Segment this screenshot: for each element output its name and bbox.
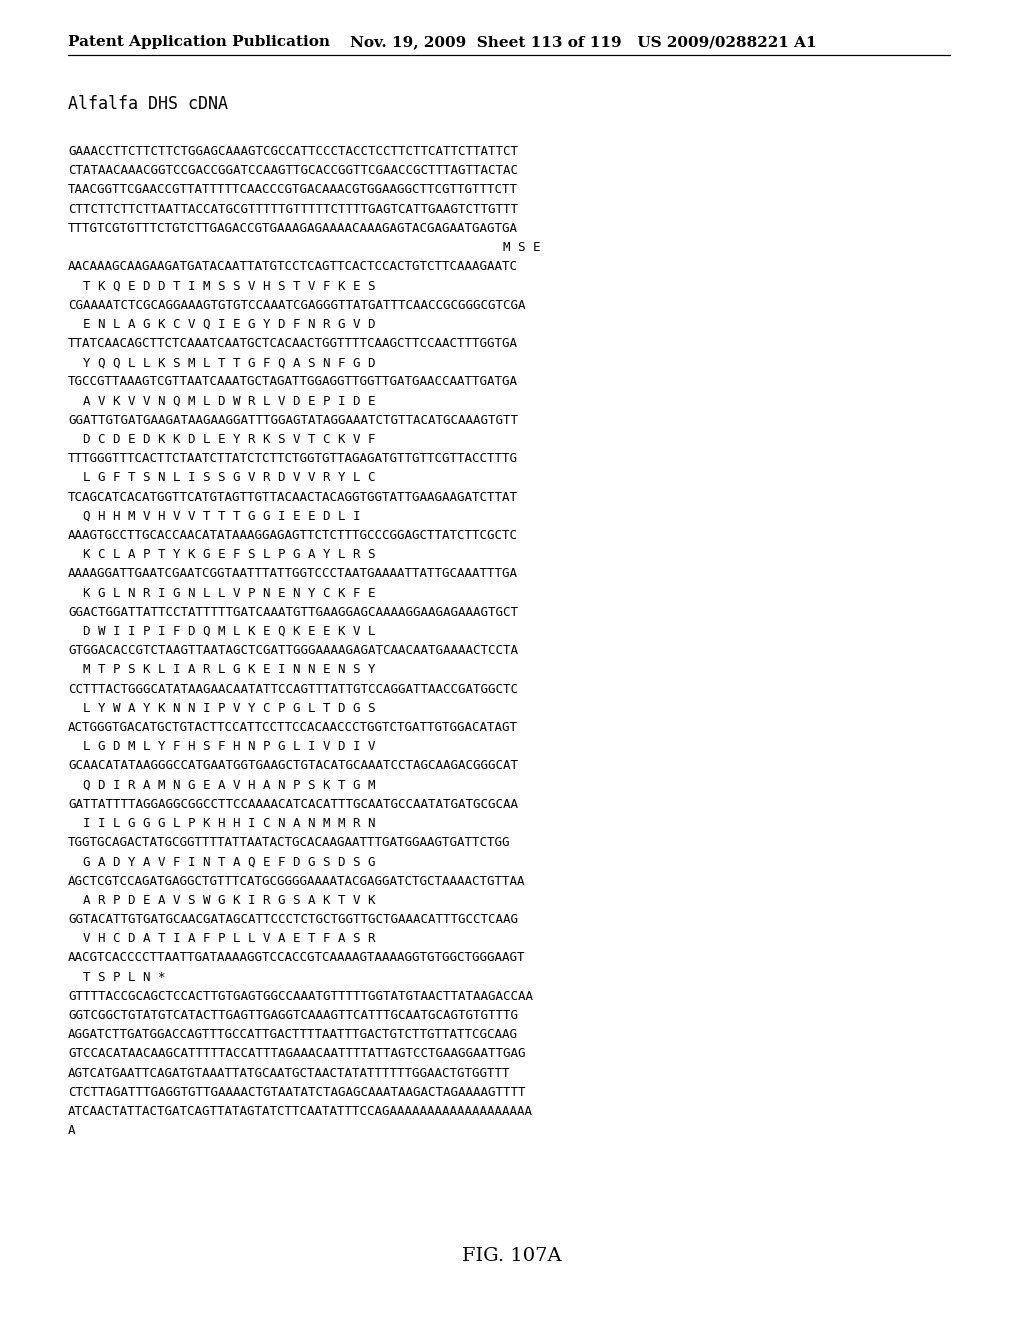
Text: L G D M L Y F H S F H N P G L I V D I V: L G D M L Y F H S F H N P G L I V D I V bbox=[68, 741, 376, 754]
Text: K C L A P T Y K G E F S L P G A Y L R S: K C L A P T Y K G E F S L P G A Y L R S bbox=[68, 548, 376, 561]
Text: AGTCATGAATTCAGATGTAAATTATGCAATGCTAACTATATTTTTTGGAACTGTGGTTT: AGTCATGAATTCAGATGTAAATTATGCAATGCTAACTATA… bbox=[68, 1067, 511, 1080]
Text: A R P D E A V S W G K I R G S A K T V K: A R P D E A V S W G K I R G S A K T V K bbox=[68, 894, 376, 907]
Text: D C D E D K K D L E Y R K S V T C K V F: D C D E D K K D L E Y R K S V T C K V F bbox=[68, 433, 376, 446]
Text: GATTATTTTAGGAGGCGGCCTTCCAAAACATCACATTTGCAATGCCAATATGATGCGCAA: GATTATTTTAGGAGGCGGCCTTCCAAAACATCACATTTGC… bbox=[68, 797, 518, 810]
Text: GTGGACACCGTCTAAGTTAATAGCTCGATTGGGAAAAGAGATCAACAATGAAAACTCCTA: GTGGACACCGTCTAAGTTAATAGCTCGATTGGGAAAAGAG… bbox=[68, 644, 518, 657]
Text: AAAAGGATTGAATCGAATCGGTAATTTATTGGTCCCTAATGAAAATTATTGCAAATTTGA: AAAAGGATTGAATCGAATCGGTAATTTATTGGTCCCTAAT… bbox=[68, 568, 518, 581]
Text: Patent Application Publication: Patent Application Publication bbox=[68, 36, 330, 49]
Text: GCAACATATAAGGGCCATGAATGGTGAAGCTGTACATGCAAATCCTAGCAAGACGGGCAT: GCAACATATAAGGGCCATGAATGGTGAAGCTGTACATGCA… bbox=[68, 759, 518, 772]
Text: G A D Y A V F I N T A Q E F D G S D S G: G A D Y A V F I N T A Q E F D G S D S G bbox=[68, 855, 376, 869]
Text: TGCCGTTAAAGTCGTTAATCAAATGCTAGATTGGAGGTTGGTTGATGAACCAATTGATGA: TGCCGTTAAAGTCGTTAATCAAATGCTAGATTGGAGGTTG… bbox=[68, 375, 518, 388]
Text: M S E: M S E bbox=[68, 242, 541, 253]
Text: TTATCAACAGCTTCTCAAATCAATGCTCACAACTGGTTTTCAAGCTTCCAACTTTGGTGA: TTATCAACAGCTTCTCAAATCAATGCTCACAACTGGTTTT… bbox=[68, 337, 518, 350]
Text: Nov. 19, 2009  Sheet 113 of 119   US 2009/0288221 A1: Nov. 19, 2009 Sheet 113 of 119 US 2009/0… bbox=[350, 36, 816, 49]
Text: GAAACCTTCTTCTTCTGGAGCAAAGTCGCCATTCCCTACCTCCTTCTTCATTCTTATTCT: GAAACCTTCTTCTTCTGGAGCAAAGTCGCCATTCCCTACC… bbox=[68, 145, 518, 158]
Text: ATCAACTATTACTGATCAGTTATAGTATCTTCAATATTTCCAGAAAAAAAAAAAAAAAAAAA: ATCAACTATTACTGATCAGTTATAGTATCTTCAATATTTC… bbox=[68, 1105, 534, 1118]
Text: V H C D A T I A F P L L V A E T F A S R: V H C D A T I A F P L L V A E T F A S R bbox=[68, 932, 376, 945]
Text: TCAGCATCACATGGTTCATGTAGTTGTTACAACTACAGGTGGTATTGAAGAAGATCTTAT: TCAGCATCACATGGTTCATGTAGTTGTTACAACTACAGGT… bbox=[68, 491, 518, 504]
Text: E N L A G K C V Q I E G Y D F N R G V D: E N L A G K C V Q I E G Y D F N R G V D bbox=[68, 318, 376, 331]
Text: GGACTGGATTATTCCTATTTTTGATCAAATGTTGAAGGAGCAAAAGGAAGAGAAAGTGCT: GGACTGGATTATTCCTATTTTTGATCAAATGTTGAAGGAG… bbox=[68, 606, 518, 619]
Text: TAACGGTTCGAACCGTTATTTTTCAACCCGTGACAAACGTGGAAGGCTTCGTTGTTTCTT: TAACGGTTCGAACCGTTATTTTTCAACCCGTGACAAACGT… bbox=[68, 183, 518, 197]
Text: I I L G G G L P K H H I C N A N M M R N: I I L G G G L P K H H I C N A N M M R N bbox=[68, 817, 376, 830]
Text: GGATTGTGATGAAGATAAGAAGGATTTGGAGTATAGGAAATCTGTTACATGCAAAGTGTT: GGATTGTGATGAAGATAAGAAGGATTTGGAGTATAGGAAA… bbox=[68, 413, 518, 426]
Text: CGAAAATCTCGCAGGAAAGTGTGTCCAAATCGAGGGTTATGATTTCAACCGCGGGCGTCGA: CGAAAATCTCGCAGGAAAGTGTGTCCAAATCGAGGGTTAT… bbox=[68, 298, 525, 312]
Text: FIG. 107A: FIG. 107A bbox=[462, 1247, 562, 1265]
Text: L Y W A Y K N N I P V Y C P G L T D G S: L Y W A Y K N N I P V Y C P G L T D G S bbox=[68, 702, 376, 715]
Text: CCTTTACTGGGCATATAAGAACAATATTCCAGTTTATTGTCCAGGATTAACCGATGGCTC: CCTTTACTGGGCATATAAGAACAATATTCCAGTTTATTGT… bbox=[68, 682, 518, 696]
Text: D W I I P I F D Q M L K E Q K E E K V L: D W I I P I F D Q M L K E Q K E E K V L bbox=[68, 624, 376, 638]
Text: GTTTTACCGCAGCTCCACTTGTGAGTGGCCAAATGTTTTTGGTATGTAACTTATAAGACCAA: GTTTTACCGCAGCTCCACTTGTGAGTGGCCAAATGTTTTT… bbox=[68, 990, 534, 1003]
Text: AAAGTGCCTTGCACCAACATATAAAGGAGAGTTCTCTTTGCCCGGAGCTTATCTTCGCTC: AAAGTGCCTTGCACCAACATATAAAGGAGAGTTCTCTTTG… bbox=[68, 529, 518, 543]
Text: TGGTGCAGACTATGCGGTTTTATTAATACTGCACAAGAATTTGATGGAAGTGATTCTGG: TGGTGCAGACTATGCGGTTTTATTAATACTGCACAAGAAT… bbox=[68, 836, 511, 849]
Text: AACAAAGCAAGAAGATGATACAATTATGTCCTCAGTTCACTCCACTGTCTTCAAAGAATC: AACAAAGCAAGAAGATGATACAATTATGTCCTCAGTTCAC… bbox=[68, 260, 518, 273]
Text: GTCCACATAACAAGCATTTTTACCATTTAGAAACAATTTTATTAGTCCTGAAGGAATTGAG: GTCCACATAACAAGCATTTTTACCATTTAGAAACAATTTT… bbox=[68, 1047, 525, 1060]
Text: AGCTCGTCCAGATGAGGCTGTTTCATGCGGGGAAAATACGAGGATCTGCTAAAACTGTTAA: AGCTCGTCCAGATGAGGCTGTTTCATGCGGGGAAAATACG… bbox=[68, 875, 525, 887]
Text: CTTCTTCTTCTTAATTACCATGCGTTTTTGTTTTTCTTTTGAGTCATTGAAGTCTTGTTT: CTTCTTCTTCTTAATTACCATGCGTTTTTGTTTTTCTTTT… bbox=[68, 202, 518, 215]
Text: TTTGGGTTTCACTTCTAATCTTATCTCTTCTGGTGTTAGAGATGTTGTTCGTTACCTTTG: TTTGGGTTTCACTTCTAATCTTATCTCTTCTGGTGTTAGA… bbox=[68, 453, 518, 465]
Text: Y Q Q L L K S M L T T G F Q A S N F G D: Y Q Q L L K S M L T T G F Q A S N F G D bbox=[68, 356, 376, 370]
Text: A: A bbox=[68, 1125, 76, 1138]
Text: CTATAACAAACGGTCCGACCGGATCCAAGTTGCACCGGTTCGAACCGCTTTAGTTACTAC: CTATAACAAACGGTCCGACCGGATCCAAGTTGCACCGGTT… bbox=[68, 164, 518, 177]
Text: CTCTTAGATTTGAGGTGTTGAAAACTGTAATATCTAGAGCAAATAAGACTAGAAAAGTTTT: CTCTTAGATTTGAGGTGTTGAAAACTGTAATATCTAGAGC… bbox=[68, 1086, 525, 1098]
Text: A V K V V N Q M L D W R L V D E P I D E: A V K V V N Q M L D W R L V D E P I D E bbox=[68, 395, 376, 408]
Text: L G F T S N L I S S G V R D V V R Y L C: L G F T S N L I S S G V R D V V R Y L C bbox=[68, 471, 376, 484]
Text: T S P L N *: T S P L N * bbox=[68, 970, 166, 983]
Text: TTTGTCGTGTTTCTGTCTTGAGACCGTGAAAGAGAAAACAAAGAGTACGAGAATGAGTGA: TTTGTCGTGTTTCTGTCTTGAGACCGTGAAAGAGAAAACA… bbox=[68, 222, 518, 235]
Text: T K Q E D D T I M S S V H S T V F K E S: T K Q E D D T I M S S V H S T V F K E S bbox=[68, 280, 376, 293]
Text: M T P S K L I A R L G K E I N N E N S Y: M T P S K L I A R L G K E I N N E N S Y bbox=[68, 664, 376, 676]
Text: GGTACATTGTGATGCAACGATAGCATTCCCTCTGCTGGTTGCTGAAACATTTGCCTCAAG: GGTACATTGTGATGCAACGATAGCATTCCCTCTGCTGGTT… bbox=[68, 913, 518, 927]
Text: Alfalfa DHS cDNA: Alfalfa DHS cDNA bbox=[68, 95, 228, 114]
Text: ACTGGGTGACATGCTGTACTTCCATTCCTTCCACAACCCTGGTCTGATTGTGGACATAGT: ACTGGGTGACATGCTGTACTTCCATTCCTTCCACAACCCT… bbox=[68, 721, 518, 734]
Text: Q H H M V H V V T T T G G I E E D L I: Q H H M V H V V T T T G G I E E D L I bbox=[68, 510, 360, 523]
Text: AGGATCTTGATGGACCAGTTTGCCATTGACTTTTAATTTGACTGTCTTGTTATTCGCAAG: AGGATCTTGATGGACCAGTTTGCCATTGACTTTTAATTTG… bbox=[68, 1028, 518, 1041]
Text: Q D I R A M N G E A V H A N P S K T G M: Q D I R A M N G E A V H A N P S K T G M bbox=[68, 779, 376, 792]
Text: K G L N R I G N L L V P N E N Y C K F E: K G L N R I G N L L V P N E N Y C K F E bbox=[68, 586, 376, 599]
Text: GGTCGGCTGTATGTCATACTTGAGTTGAGGTCAAAGTTCATTTGCAATGCAGTGTGTTTG: GGTCGGCTGTATGTCATACTTGAGTTGAGGTCAAAGTTCA… bbox=[68, 1008, 518, 1022]
Text: AACGTCACCCCTTAATTGATAAAAGGTCCACCGTCAAAAGTAAAAGGTGTGGCTGGGAAGT: AACGTCACCCCTTAATTGATAAAAGGTCCACCGTCAAAAG… bbox=[68, 952, 525, 965]
